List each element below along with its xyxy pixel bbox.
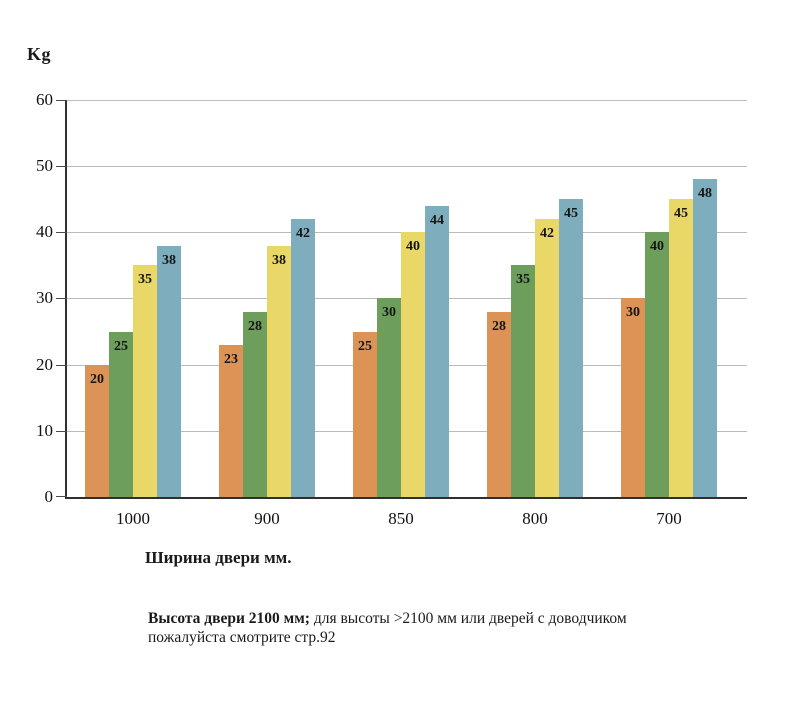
- bar-yellow-900: 38: [267, 246, 291, 497]
- y-tick-30: [56, 298, 67, 299]
- bar-value-label: 38: [272, 253, 286, 268]
- bar-value-label: 23: [224, 352, 238, 367]
- y-tick-50: [56, 166, 67, 167]
- footnote: Высота двери 2100 мм; для высоты >2100 м…: [148, 610, 630, 647]
- bar-value-label: 25: [358, 339, 372, 354]
- bar-orange-800: 28: [487, 312, 511, 497]
- bar-value-label: 35: [138, 272, 152, 287]
- y-tick-label-10: 10: [36, 421, 53, 440]
- bar-group-1000: 20 25 35 38 1000: [85, 246, 181, 528]
- gridline-50: [67, 166, 747, 167]
- y-tick-label-60: 60: [36, 90, 53, 109]
- bar-value-label: 40: [406, 239, 420, 254]
- bar-value-label: 30: [626, 305, 640, 320]
- y-tick-label-0: 0: [44, 487, 54, 506]
- bar-value-label: 48: [698, 186, 712, 201]
- bar-value-label: 25: [114, 339, 128, 354]
- bar-blue-1000: 38: [157, 246, 181, 497]
- bar-green-700: 40: [645, 232, 669, 497]
- bar-group-700: 30 40 45 48 700: [621, 179, 717, 528]
- bar-yellow-700: 45: [669, 199, 693, 497]
- bar-blue-700: 48: [693, 179, 717, 497]
- bar-value-label: 35: [516, 272, 530, 287]
- x-tick-label-850: 850: [388, 509, 414, 528]
- bar-value-label: 44: [430, 213, 444, 228]
- y-tick-0: [56, 496, 67, 497]
- bar-value-label: 42: [540, 226, 554, 241]
- bar-group-800: 28 35 42 45 800: [487, 199, 583, 528]
- bar-yellow-800: 42: [535, 219, 559, 497]
- y-axis-unit-label: Kg: [27, 44, 52, 64]
- bar-yellow-1000: 35: [133, 265, 157, 497]
- bar-value-label: 30: [382, 305, 396, 320]
- y-tick-60: [56, 100, 67, 101]
- bar-value-label: 45: [564, 206, 578, 221]
- bar-green-800: 35: [511, 265, 535, 497]
- footnote-text: для высоты >2100 мм или дверей с доводчи…: [148, 610, 627, 646]
- footnote-bold: Высота двери 2100 мм;: [148, 610, 310, 627]
- x-tick-label-900: 900: [254, 509, 280, 528]
- x-tick-label-1000: 1000: [116, 509, 150, 528]
- y-tick-20: [56, 365, 67, 366]
- gridline-60: [67, 100, 747, 101]
- x-tick-label-700: 700: [656, 509, 682, 528]
- y-tick-40: [56, 232, 67, 233]
- y-tick-10: [56, 431, 67, 432]
- bar-group-900: 23 28 38 42 900: [219, 219, 315, 528]
- bar-blue-800: 45: [559, 199, 583, 497]
- bar-blue-850: 44: [425, 206, 449, 497]
- bar-value-label: 38: [162, 253, 176, 268]
- x-axis-title: Ширина двери мм.: [145, 548, 292, 567]
- bar-orange-900: 23: [219, 345, 243, 497]
- y-tick-label-20: 20: [36, 355, 53, 374]
- bar-value-label: 42: [296, 226, 310, 241]
- bar-value-label: 40: [650, 239, 664, 254]
- bar-green-850: 30: [377, 298, 401, 497]
- bar-value-label: 20: [90, 372, 104, 387]
- bar-value-label: 28: [492, 319, 506, 334]
- x-tick-label-800: 800: [522, 509, 548, 528]
- plot-area: 0 10 20 30 40 50 60 20 25 35 38 1000 23 28 38 42 900 25 3…: [36, 91, 747, 528]
- y-tick-label-50: 50: [36, 156, 53, 175]
- y-tick-label-40: 40: [36, 222, 53, 241]
- y-tick-label-30: 30: [36, 288, 53, 307]
- bar-yellow-850: 40: [401, 232, 425, 497]
- bar-value-label: 45: [674, 206, 688, 221]
- bar-orange-1000: 20: [85, 365, 109, 497]
- bar-blue-900: 42: [291, 219, 315, 497]
- bar-groups: 20 25 35 38 1000 23 28 38 42 900 25 30 40 44 850 28 35 42…: [67, 100, 747, 528]
- bar-orange-850: 25: [353, 332, 377, 497]
- bar-green-900: 28: [243, 312, 267, 497]
- bar-green-1000: 25: [109, 332, 133, 497]
- bar-group-850: 25 30 40 44 850: [353, 206, 449, 528]
- bar-orange-700: 30: [621, 298, 645, 497]
- bar-value-label: 28: [248, 319, 262, 334]
